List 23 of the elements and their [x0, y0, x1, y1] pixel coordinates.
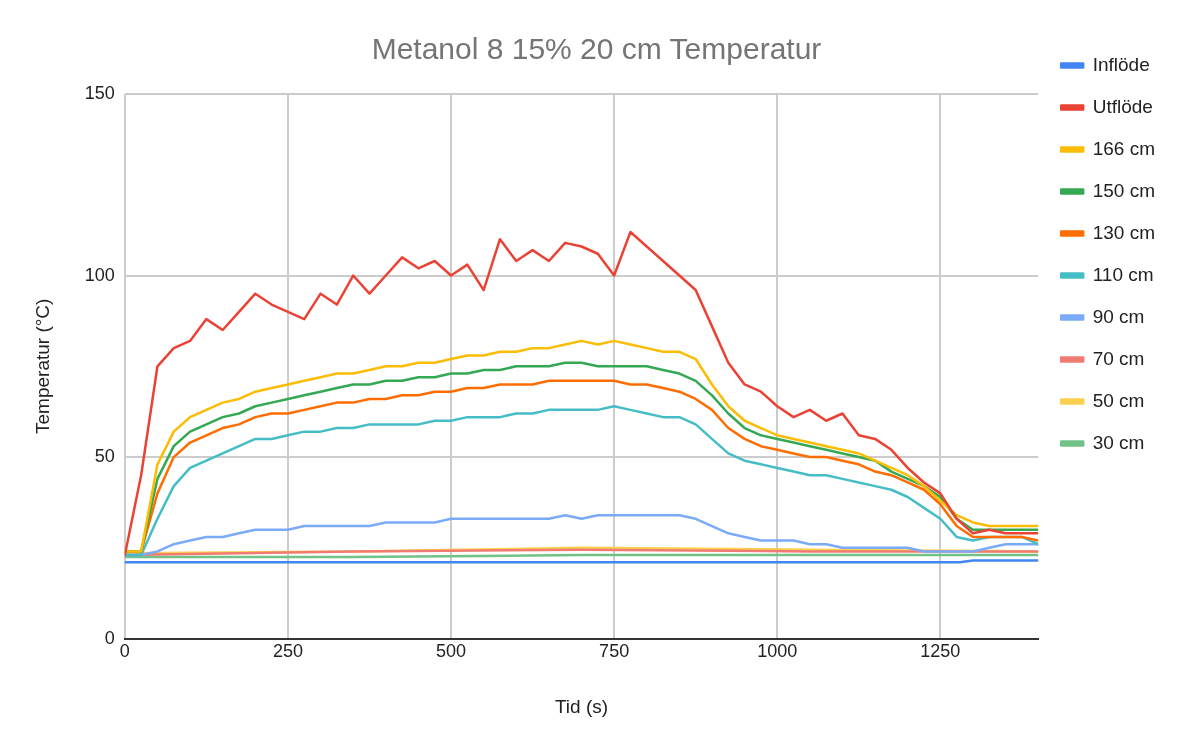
- legend-label: 90 cm: [1092, 305, 1145, 327]
- y-tick-label: 100: [84, 264, 115, 285]
- y-axis-title: Temperatur (°C): [31, 298, 53, 434]
- legend-label: 110 cm: [1092, 263, 1154, 285]
- x-tick-label: 750: [599, 641, 630, 662]
- x-tick-label: 0: [119, 641, 130, 662]
- y-tick-label: 0: [104, 627, 115, 648]
- legend-label: 166 cm: [1092, 137, 1156, 159]
- y-tick-label: 50: [94, 446, 115, 467]
- x-axis-title: Tid (s): [554, 695, 609, 717]
- x-tick-label: 1000: [757, 641, 798, 662]
- legend-label: 130 cm: [1092, 221, 1156, 243]
- legend-label: 150 cm: [1092, 179, 1156, 201]
- legend-label: Utflöde: [1092, 95, 1153, 117]
- y-tick-label: 150: [84, 82, 115, 103]
- legend-label: Inflöde: [1092, 53, 1150, 75]
- x-tick-label: 1250: [920, 641, 961, 662]
- chart-title: Metanol 8 15% 20 cm Temperatur: [371, 32, 822, 66]
- legend-label: 50 cm: [1092, 389, 1145, 411]
- legend-label: 30 cm: [1092, 431, 1145, 453]
- legend-label: 70 cm: [1092, 347, 1145, 369]
- x-tick-label: 250: [272, 641, 303, 662]
- x-tick-label: 500: [436, 641, 467, 662]
